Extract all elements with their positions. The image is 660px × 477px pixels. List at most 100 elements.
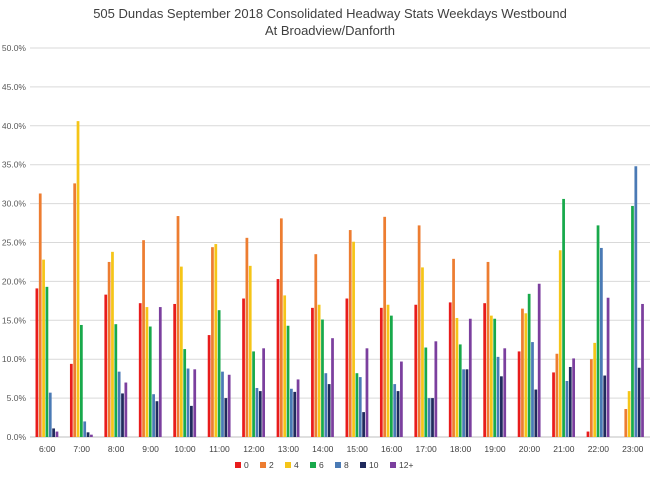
bar (148, 326, 152, 437)
legend-item: 4 (285, 460, 299, 470)
bar (365, 348, 369, 437)
bar (465, 369, 469, 437)
bar (158, 307, 162, 437)
bar (45, 286, 49, 437)
bar (242, 298, 245, 437)
bar (52, 428, 55, 437)
bar (396, 391, 400, 437)
bar (124, 382, 128, 437)
bar (641, 303, 644, 437)
bar (283, 295, 287, 437)
bar (427, 398, 431, 437)
legend-swatch (285, 462, 291, 468)
bar (76, 121, 80, 437)
x-tick-label: 15:00 (347, 444, 369, 454)
bar (452, 258, 455, 437)
x-tick-label: 16:00 (381, 444, 403, 454)
bar (562, 198, 565, 437)
bar (352, 241, 355, 437)
y-tick-label: 35.0% (2, 160, 27, 170)
y-tick-label: 40.0% (2, 121, 27, 131)
legend-swatch (335, 462, 341, 468)
bar (424, 347, 428, 437)
bar (190, 405, 193, 437)
bar (517, 351, 521, 437)
bar (558, 250, 562, 437)
x-tick-label: 21:00 (553, 444, 575, 454)
bar (531, 342, 534, 437)
bar (434, 341, 438, 437)
legend-swatch (260, 462, 266, 468)
bar (179, 266, 183, 437)
bar (296, 379, 300, 437)
legend-label: 6 (319, 460, 324, 470)
legend-swatch (360, 462, 366, 468)
bar (414, 304, 418, 437)
legend-item: 6 (310, 460, 324, 470)
x-tick-label: 17:00 (415, 444, 437, 454)
bar (248, 265, 252, 437)
bar (317, 304, 321, 437)
chart-subtitle: At Broadview/Danforth (265, 23, 395, 38)
x-tick-label: 13:00 (278, 444, 300, 454)
bar (400, 361, 403, 437)
bar (290, 388, 293, 437)
x-tick-label: 14:00 (312, 444, 334, 454)
bar (69, 363, 73, 437)
bar (142, 240, 145, 437)
bar (114, 324, 118, 437)
legend-label: 0 (244, 460, 249, 470)
legend-label: 8 (344, 460, 349, 470)
bar (293, 391, 297, 437)
bar (42, 259, 45, 437)
bar (227, 374, 231, 437)
bar (493, 318, 497, 437)
bar (186, 368, 190, 437)
y-tick-label: 15.0% (2, 315, 27, 325)
bar (121, 393, 124, 437)
bar (327, 384, 331, 437)
x-tick-label: 20:00 (519, 444, 541, 454)
x-tick-label: 8:00 (108, 444, 125, 454)
bar (389, 315, 393, 437)
bar (155, 401, 159, 437)
bar (152, 394, 155, 437)
x-tick-label: 6:00 (39, 444, 56, 454)
gridlines (30, 47, 650, 438)
bar (572, 358, 575, 437)
bar (355, 373, 359, 437)
x-tick-label: 10:00 (174, 444, 196, 454)
bar (252, 351, 255, 437)
bar (255, 387, 259, 437)
bar (279, 218, 283, 437)
bar (524, 313, 528, 437)
bar (345, 298, 349, 437)
bar (500, 376, 503, 437)
legend-label: 12+ (399, 460, 413, 470)
bar (534, 389, 538, 437)
bar (593, 342, 597, 437)
y-tick-label: 25.0% (2, 238, 27, 248)
bar (138, 303, 142, 437)
x-tick-label: 19:00 (484, 444, 506, 454)
legend-swatch (235, 462, 241, 468)
bar (634, 166, 638, 438)
x-tick-label: 9:00 (142, 444, 159, 454)
bar (606, 297, 610, 437)
x-axis: 6:00 7:00 8:00 9:00 10:00 11:00 12:00 13:00 14:0… (39, 444, 644, 454)
bar (73, 183, 77, 437)
bar (527, 293, 531, 437)
bar (104, 294, 108, 437)
legend-item: 2 (260, 460, 274, 470)
bar (173, 303, 177, 437)
bars (35, 121, 644, 438)
bar (86, 432, 90, 437)
bar (35, 288, 39, 437)
bar (224, 398, 228, 437)
x-tick-label: 7:00 (73, 444, 90, 454)
bar (455, 317, 459, 437)
bar (600, 247, 603, 437)
bar (107, 261, 111, 437)
bar (311, 307, 314, 437)
